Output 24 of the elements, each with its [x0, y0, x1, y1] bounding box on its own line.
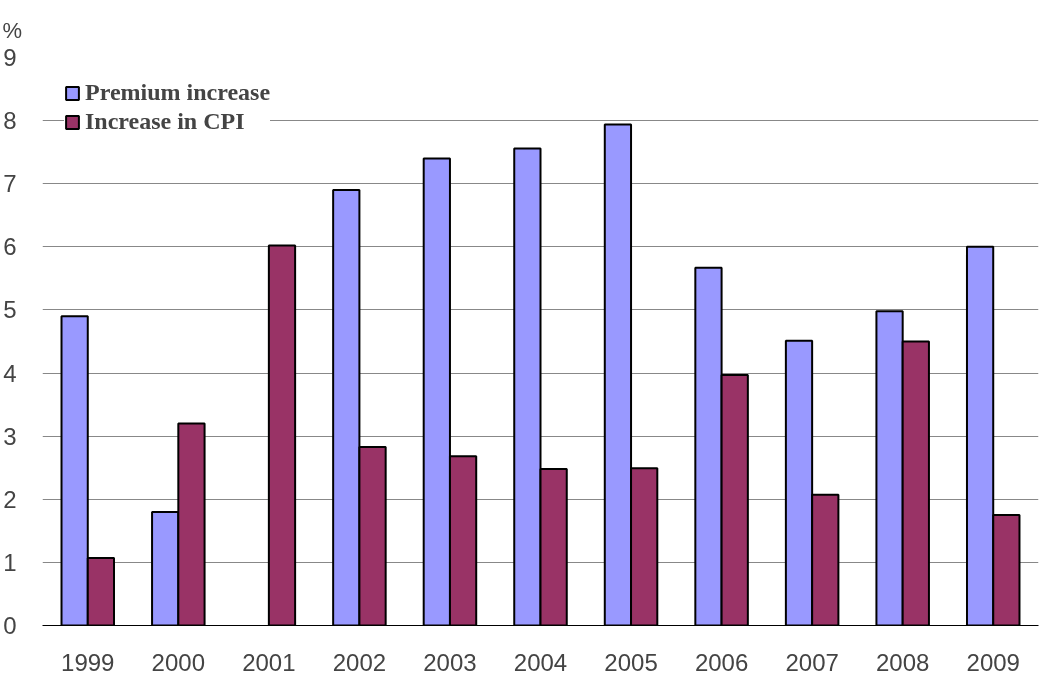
y-tick-label: 8	[3, 107, 17, 135]
x-tick-label: 2004	[513, 648, 568, 673]
x-tick-label: 2003	[423, 648, 477, 673]
x-tick-label: 2006	[694, 648, 749, 673]
x-tick-label: 2005	[604, 648, 658, 673]
y-tick-label: 6	[3, 233, 17, 261]
x-tick-label: 2002	[332, 648, 387, 673]
y-tick-label: 2	[3, 485, 17, 513]
y-tick-label: 4	[3, 359, 17, 387]
y-tick-label: 5	[3, 296, 17, 324]
y-tick-label: 9	[3, 44, 17, 71]
x-tick-label: 2001	[242, 648, 296, 673]
x-tick-label: 2009	[966, 648, 1020, 673]
legend-label: Premium increase	[85, 79, 271, 106]
y-tick-label: 7	[3, 170, 17, 198]
legend-label: Increase in CPI	[85, 108, 245, 135]
y-tick-label: 3	[3, 422, 17, 450]
x-tick-label: 2008	[875, 648, 930, 673]
y-axis-title: %	[2, 17, 23, 43]
x-tick-label: 2000	[151, 648, 206, 673]
x-tick-label: 2007	[785, 648, 839, 673]
y-tick-label: 0	[3, 612, 17, 639]
x-tick-label: 1999	[61, 648, 115, 673]
y-tick-label: 1	[3, 548, 17, 576]
